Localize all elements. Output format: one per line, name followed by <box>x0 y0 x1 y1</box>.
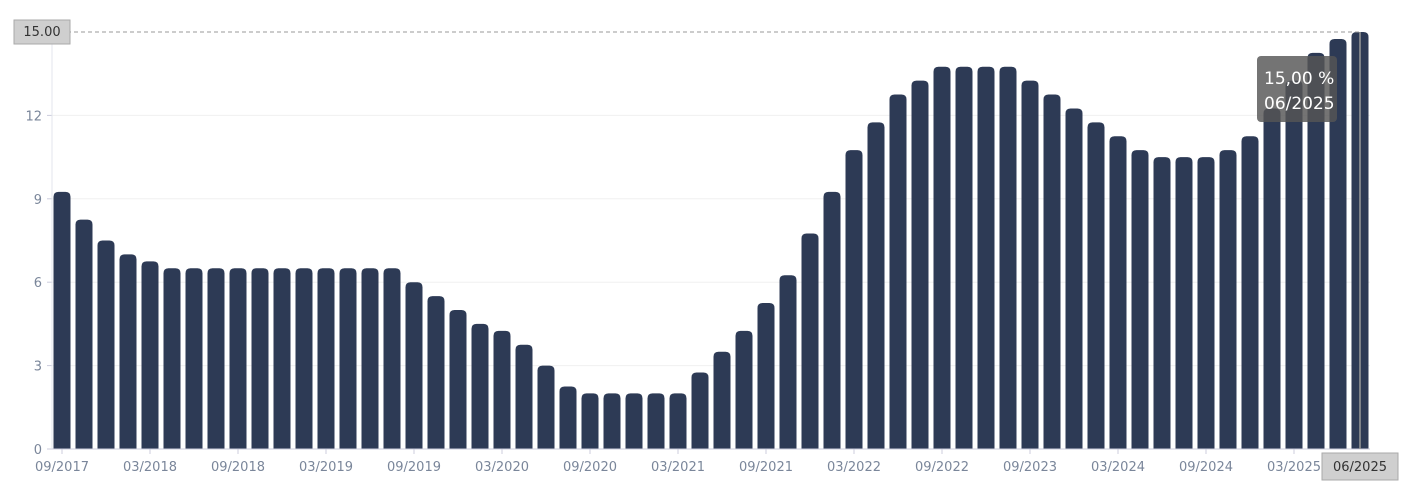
bar[interactable] <box>1219 150 1237 449</box>
x-tick-label: 03/2018 <box>123 460 177 475</box>
y-tick-label: 6 <box>34 276 42 291</box>
crosshair-x-label: 06/2025 <box>1333 460 1387 475</box>
bar[interactable] <box>449 310 467 449</box>
bar[interactable] <box>1285 80 1303 450</box>
tooltip-value: 15,00 % <box>1264 69 1334 89</box>
bars <box>53 32 1369 450</box>
x-tick-label: 03/2020 <box>475 460 529 475</box>
bar[interactable] <box>295 268 313 449</box>
crosshair-y-label-box <box>13 19 71 45</box>
bar[interactable] <box>757 303 775 449</box>
bar[interactable] <box>383 268 401 449</box>
bar[interactable] <box>911 80 929 450</box>
bar[interactable] <box>1263 108 1281 449</box>
tooltip: 15,00 % 06/2025 <box>1257 56 1337 122</box>
x-tick-label: 09/2017 <box>35 460 89 475</box>
bar[interactable] <box>1175 157 1193 449</box>
bar[interactable] <box>999 66 1017 449</box>
bar[interactable] <box>1087 122 1105 449</box>
x-tick-label: 03/2019 <box>299 460 353 475</box>
x-tick-label: 09/2022 <box>915 460 969 475</box>
tooltip-box <box>1257 56 1337 122</box>
bar[interactable] <box>559 386 577 449</box>
bar[interactable] <box>493 330 511 449</box>
bar[interactable] <box>1065 108 1083 449</box>
bar[interactable] <box>691 372 709 449</box>
bar[interactable] <box>669 393 687 449</box>
x-tick-label: 03/2024 <box>1091 460 1145 475</box>
x-tick-label: 09/2018 <box>211 460 265 475</box>
bar[interactable] <box>361 268 379 449</box>
bar[interactable] <box>537 365 555 449</box>
bar[interactable] <box>1307 52 1325 449</box>
bar[interactable] <box>845 150 863 449</box>
bar[interactable] <box>185 268 203 449</box>
x-tick-label: 09/2024 <box>1179 460 1233 475</box>
x-tick-label: 03/2021 <box>651 460 705 475</box>
x-tick-label: 03/2025 <box>1267 460 1321 475</box>
y-axis: 0 3 6 9 12 <box>25 32 53 458</box>
bar[interactable] <box>647 393 665 449</box>
bar[interactable] <box>141 261 159 449</box>
bar[interactable] <box>97 240 115 450</box>
bar[interactable] <box>1197 157 1215 449</box>
y-tick-label: 3 <box>34 360 42 375</box>
bar[interactable] <box>713 351 731 449</box>
y-tick-label: 12 <box>25 109 42 124</box>
bar[interactable] <box>251 268 269 449</box>
bar[interactable] <box>207 268 225 449</box>
bar[interactable] <box>955 66 973 449</box>
bar[interactable] <box>779 275 797 449</box>
bar[interactable] <box>515 344 533 449</box>
bar[interactable] <box>581 393 599 449</box>
bar[interactable] <box>625 393 643 449</box>
bar[interactable] <box>339 268 357 449</box>
crosshair: 15.00 06/2025 <box>13 19 1399 481</box>
x-tick-label: 09/2020 <box>563 460 617 475</box>
bar[interactable] <box>53 191 71 449</box>
bar[interactable] <box>801 233 819 449</box>
x-axis: 09/2017 03/2018 09/2018 03/2019 09/2019 03/20… <box>35 448 1370 475</box>
bar[interactable] <box>317 268 335 449</box>
x-tick-label: 09/2019 <box>387 460 441 475</box>
tooltip-date: 06/2025 <box>1264 94 1335 114</box>
bar[interactable] <box>735 330 753 449</box>
bar[interactable] <box>229 268 247 449</box>
bar[interactable] <box>427 296 445 449</box>
bar[interactable] <box>1109 136 1127 449</box>
bar[interactable] <box>273 268 291 449</box>
bar[interactable] <box>75 219 93 449</box>
bar[interactable] <box>119 254 137 449</box>
bar[interactable] <box>1153 157 1171 449</box>
y-tick-label: 0 <box>34 443 42 458</box>
bar[interactable] <box>603 393 621 449</box>
grid-lines <box>52 114 1370 367</box>
x-tick-label: 09/2021 <box>739 460 793 475</box>
crosshair-x-label-box <box>1321 452 1399 481</box>
bar[interactable] <box>471 323 489 449</box>
bar[interactable] <box>1241 136 1259 449</box>
bar[interactable] <box>867 122 885 449</box>
bar[interactable] <box>1329 38 1347 449</box>
bar[interactable] <box>1021 80 1039 450</box>
bar[interactable] <box>1043 94 1061 450</box>
bar[interactable] <box>889 94 907 450</box>
y-tick-label: 9 <box>34 193 42 208</box>
x-tick-label: 09/2023 <box>1003 460 1057 475</box>
bar[interactable] <box>933 66 951 449</box>
x-tick-label: 03/2022 <box>827 460 881 475</box>
bar[interactable] <box>977 66 995 449</box>
bar[interactable] <box>1131 150 1149 449</box>
bar[interactable] <box>823 191 841 449</box>
crosshair-y-label: 15.00 <box>23 25 60 40</box>
bar[interactable] <box>163 268 181 449</box>
bar[interactable] <box>405 282 423 449</box>
